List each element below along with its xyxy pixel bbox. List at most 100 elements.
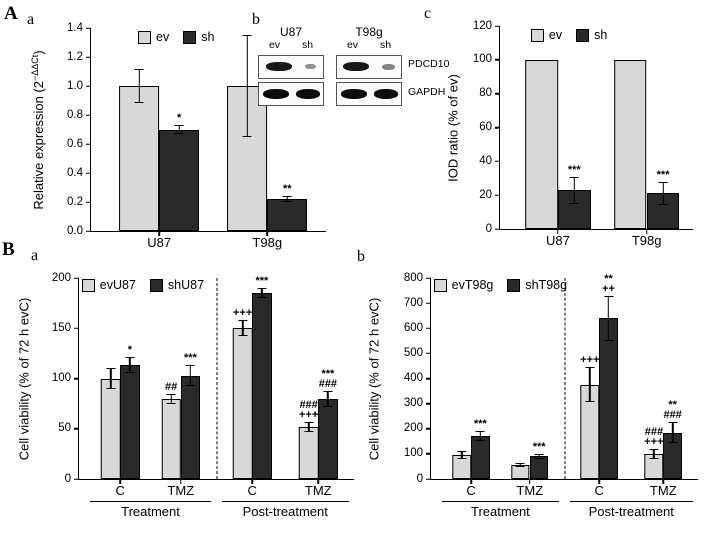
protein-band — [265, 62, 292, 72]
significance-marker: ** — [282, 183, 292, 196]
legend: evT98g shT98g — [433, 279, 567, 292]
significance-marker: * — [176, 112, 182, 125]
y-axis-label: Cell viability (% of 72 h evC) — [16, 297, 32, 461]
bar-shU87-C-0 — [120, 365, 140, 479]
x-tick-mark — [598, 479, 600, 484]
bar-evU87-C-2 — [233, 328, 253, 479]
x-tick-mark — [557, 229, 559, 234]
error-bar — [282, 196, 292, 202]
plot-area: 0 50 100 150 200 C TMZ C TMZ Treatment Post-treatm… — [52, 272, 354, 518]
error-bar — [457, 451, 467, 459]
y-tick-mark — [74, 327, 79, 329]
x-category-label: TMZ — [304, 483, 332, 498]
y-axis-label: Relative expression (2−ΔΔCt) — [29, 50, 47, 210]
bar-shT98g-C-0 — [471, 436, 490, 479]
y-tick-mark — [86, 172, 91, 174]
significance-marker: *** — [532, 440, 546, 453]
chart-viability-u87: 0 50 100 150 200 C TMZ C TMZ Treatment Post-treatm… — [12, 262, 362, 534]
panel-label-Ab: b — [252, 11, 260, 28]
legend-label: ev — [156, 30, 170, 45]
y-tick-mark — [495, 228, 500, 230]
chart-relative-expression: 0.0 0.2 0.4 0.6 0.8 1.0 1.2 1.4 U87 T98g * ** ev sh Re… — [26, 14, 338, 258]
section-divider — [564, 278, 565, 479]
error-bar — [658, 181, 668, 206]
y-tick-mark — [495, 25, 500, 27]
y-tick-label: 0 — [485, 222, 492, 235]
significance-marker: ## — [165, 380, 178, 393]
legend-item: ev — [138, 31, 169, 44]
significance-marker: * — [127, 344, 133, 357]
legend-swatch — [81, 279, 95, 292]
y-tick-mark — [426, 302, 431, 304]
bar-sh-U87-0 — [159, 129, 200, 231]
bar-ev-T98g-1 — [613, 59, 647, 229]
error-bar — [604, 295, 614, 341]
y-tick-label: 0.4 — [67, 166, 83, 179]
x-category-label: C — [466, 483, 476, 498]
y-tick-label: 120 — [472, 19, 492, 32]
error-bar — [649, 448, 659, 459]
lane-labels: ev sh — [258, 40, 324, 52]
y-tick-label: 40 — [479, 154, 492, 167]
legend-label: evU87 — [99, 278, 136, 293]
legend-item: sh — [183, 31, 214, 44]
x-category-label: U87 — [147, 235, 172, 250]
legend-swatch — [433, 279, 447, 292]
y-tick-label: 0 — [64, 472, 71, 485]
y-tick-mark — [426, 327, 431, 329]
x-tick-mark — [645, 229, 648, 234]
significance-marker: ** ++ — [602, 272, 615, 295]
legend-swatch — [138, 31, 151, 44]
y-tick-mark — [86, 56, 91, 58]
y-tick-label: 50 — [58, 422, 71, 434]
y-axis-label: Cell viability (% of 72 h evC) — [366, 297, 382, 461]
y-tick-label: 100 — [51, 371, 71, 384]
blot-group: U87 ev sh — [258, 25, 324, 138]
legend: ev sh — [138, 31, 214, 44]
x-tick-mark — [266, 231, 268, 236]
x-category-label: C — [115, 483, 125, 498]
y-tick-mark — [426, 352, 431, 355]
legend-label: sh — [201, 30, 215, 45]
y-tick-label: 100 — [472, 53, 492, 66]
error-bar — [475, 431, 485, 442]
y-tick-label: 0.0 — [67, 224, 83, 237]
protein-band — [305, 64, 317, 70]
significance-marker: *** — [567, 163, 581, 176]
x-tick-mark — [251, 479, 253, 484]
protein-name-label: PDCD10 — [408, 58, 450, 70]
bar-ev-U87-0 — [525, 59, 558, 229]
y-tick-label: 800 — [403, 271, 423, 284]
y-tick-label: 0.6 — [67, 137, 83, 150]
y-tick-label: 700 — [403, 296, 423, 309]
x-category-label: T98g — [631, 233, 662, 248]
y-tick-label: 0.8 — [67, 108, 83, 121]
error-bar — [174, 125, 184, 134]
error-bar — [569, 176, 579, 204]
y-tick-label: 300 — [403, 396, 423, 409]
lane-label: sh — [301, 39, 314, 52]
y-tick-mark — [495, 160, 500, 163]
y-tick-mark — [86, 85, 91, 87]
cell-line-label: U87 — [279, 25, 302, 39]
x-tick-mark — [470, 479, 472, 484]
legend-label: ev — [548, 28, 563, 43]
x-tick-mark — [317, 479, 319, 484]
group-bracket — [90, 501, 211, 502]
bar-evU87-C-0 — [101, 378, 121, 479]
x-tick-mark — [662, 479, 665, 484]
legend-swatch — [507, 279, 521, 292]
y-tick-mark — [426, 478, 431, 480]
x-tick-mark — [180, 479, 182, 484]
protein-name-label: GAPDH — [408, 86, 446, 98]
legend: ev sh — [530, 28, 607, 43]
y-tick-mark — [426, 277, 431, 279]
y-tick-label: 0 — [416, 472, 423, 485]
legend-swatch — [576, 29, 590, 42]
x-category-label: C — [247, 483, 257, 498]
group-label: Treatment — [471, 504, 530, 519]
blot-box — [258, 54, 324, 79]
western-blot: U87 ev sh T98g ev sh PDCD10 GAPDH — [258, 25, 458, 138]
error-bar — [134, 68, 144, 104]
